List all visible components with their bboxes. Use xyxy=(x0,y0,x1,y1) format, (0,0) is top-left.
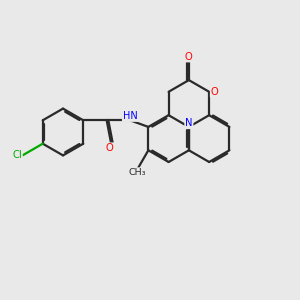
Text: HN: HN xyxy=(123,111,137,121)
Text: CH₃: CH₃ xyxy=(128,168,146,177)
Text: N: N xyxy=(185,118,193,128)
Text: O: O xyxy=(185,52,193,61)
Text: Cl: Cl xyxy=(12,150,22,161)
Text: O: O xyxy=(106,143,113,153)
Text: O: O xyxy=(211,87,218,97)
